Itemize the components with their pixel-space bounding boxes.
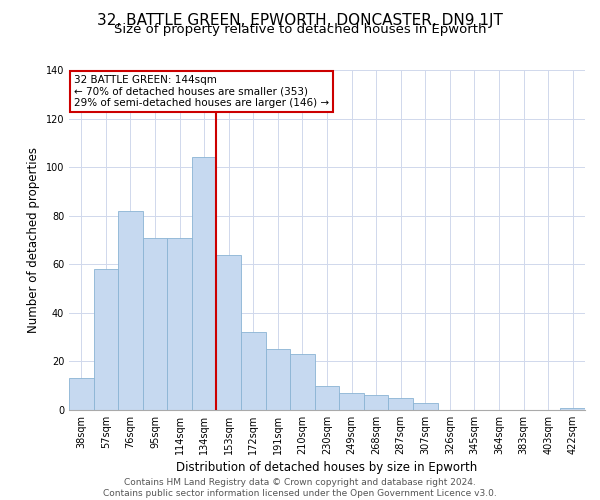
Bar <box>217 254 241 410</box>
Bar <box>192 158 217 410</box>
Bar <box>388 398 413 410</box>
Bar <box>560 408 585 410</box>
Bar <box>94 269 118 410</box>
Bar <box>241 332 266 410</box>
Y-axis label: Number of detached properties: Number of detached properties <box>27 147 40 333</box>
Bar <box>167 238 192 410</box>
Bar <box>413 402 437 410</box>
Bar <box>266 350 290 410</box>
Bar <box>364 396 388 410</box>
Bar <box>315 386 339 410</box>
Text: Size of property relative to detached houses in Epworth: Size of property relative to detached ho… <box>114 22 486 36</box>
Bar <box>290 354 315 410</box>
Text: 32 BATTLE GREEN: 144sqm
← 70% of detached houses are smaller (353)
29% of semi-d: 32 BATTLE GREEN: 144sqm ← 70% of detache… <box>74 75 329 108</box>
Bar <box>143 238 167 410</box>
Text: 32, BATTLE GREEN, EPWORTH, DONCASTER, DN9 1JT: 32, BATTLE GREEN, EPWORTH, DONCASTER, DN… <box>97 12 503 28</box>
Bar <box>118 211 143 410</box>
Bar <box>339 393 364 410</box>
Bar <box>69 378 94 410</box>
Text: Contains HM Land Registry data © Crown copyright and database right 2024.
Contai: Contains HM Land Registry data © Crown c… <box>103 478 497 498</box>
X-axis label: Distribution of detached houses by size in Epworth: Distribution of detached houses by size … <box>176 461 478 474</box>
